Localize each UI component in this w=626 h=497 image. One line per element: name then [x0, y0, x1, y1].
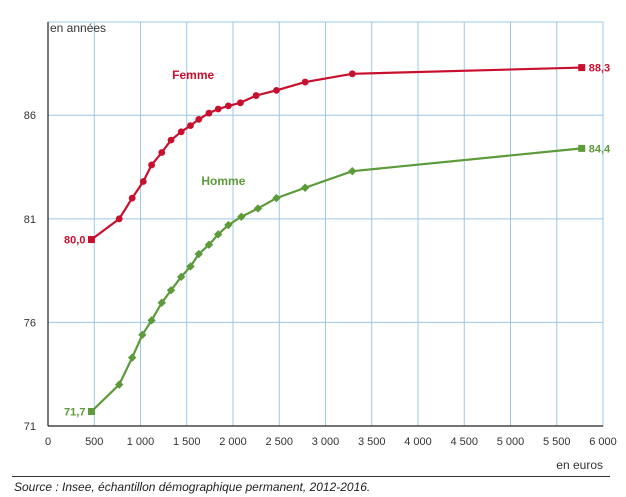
data-point — [272, 193, 281, 203]
data-point — [138, 330, 147, 340]
data-point — [166, 286, 176, 295]
x-tick-label: 4 500 — [450, 436, 478, 448]
data-point — [224, 220, 233, 230]
data-point — [148, 161, 156, 169]
axes: 0 500 1 000 1 500 2 000 2 500 3 000 3 500 4 000 4… — [24, 21, 617, 472]
x-tick-label: 5 000 — [497, 436, 525, 448]
data-point — [194, 249, 203, 259]
y-tick-label: 81 — [24, 214, 36, 226]
data-point — [237, 212, 246, 221]
data-point — [301, 78, 309, 86]
grid — [47, 21, 604, 427]
source-note: Source : Insee, échantillon démographiqu… — [14, 480, 371, 494]
data-point — [127, 353, 137, 362]
series-name-label: Femme — [172, 68, 214, 82]
data-point — [348, 70, 356, 78]
y-tick-label: 71 — [24, 421, 36, 433]
y-axis-unit: en années — [50, 21, 106, 35]
data-point — [128, 194, 136, 202]
x-tick-label: 3 000 — [312, 436, 340, 448]
data-point — [578, 144, 586, 152]
y-tick-label: 86 — [24, 110, 36, 122]
data-point — [115, 215, 123, 223]
value-label-first: 80,0 — [64, 235, 85, 247]
data-point — [253, 204, 263, 213]
data-point — [205, 109, 213, 117]
x-tick-label: 4 000 — [404, 436, 432, 448]
data-point — [87, 407, 95, 415]
data-point — [186, 262, 195, 271]
labels-group: 80,0 88,3 Femme 71,7 84,4 Homme — [64, 63, 611, 419]
series-group — [87, 64, 586, 415]
series-homme — [87, 144, 586, 415]
data-point — [252, 92, 260, 99]
data-point — [348, 166, 357, 176]
value-label-last: 88,3 — [589, 63, 610, 75]
data-point — [224, 102, 232, 110]
x-tick-label: 1 500 — [173, 436, 201, 448]
series-femme — [87, 64, 586, 244]
data-point — [273, 86, 280, 94]
data-point — [87, 236, 95, 244]
data-point — [578, 64, 586, 72]
source-divider — [12, 476, 610, 477]
value-label-last: 84,4 — [589, 143, 611, 155]
data-point — [204, 240, 214, 249]
x-tick-label: 3 500 — [358, 436, 386, 448]
data-point — [139, 178, 147, 185]
data-point — [147, 316, 156, 325]
data-point — [167, 136, 175, 144]
series-name-label: Homme — [201, 174, 245, 188]
data-point — [214, 230, 223, 239]
x-tick-label: 0 — [45, 436, 51, 448]
data-point — [157, 298, 166, 307]
value-label-first: 71,7 — [64, 406, 85, 418]
data-point — [158, 149, 166, 156]
data-point — [177, 128, 185, 136]
data-point — [214, 105, 222, 113]
x-tick-label: 6 000 — [589, 436, 617, 448]
data-point — [177, 272, 186, 282]
data-point — [237, 99, 244, 107]
data-point — [300, 183, 310, 192]
x-tick-label: 2 500 — [265, 436, 293, 448]
x-axis-unit: en euros — [556, 458, 603, 472]
x-tick-label: 2 000 — [219, 436, 247, 448]
data-point — [195, 115, 203, 123]
data-point — [115, 380, 124, 389]
y-tick-label: 76 — [24, 317, 36, 329]
x-tick-label: 500 — [85, 436, 103, 448]
x-tick-label: 1 000 — [127, 436, 155, 448]
data-point — [187, 122, 194, 129]
x-tick-label: 5 500 — [543, 436, 571, 448]
